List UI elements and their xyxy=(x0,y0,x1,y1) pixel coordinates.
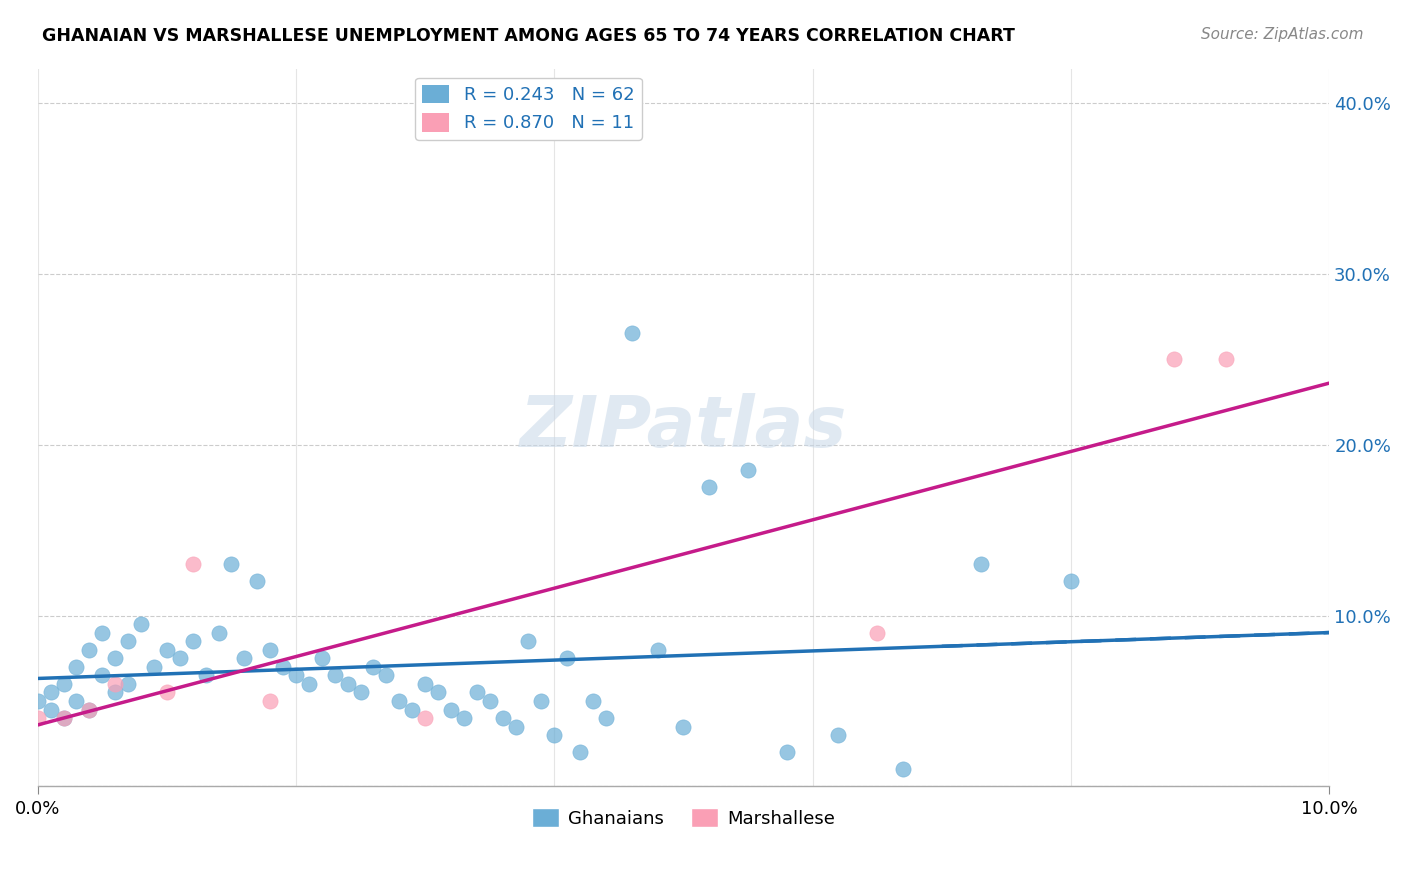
Point xyxy=(1215,352,1237,367)
Point xyxy=(697,480,720,494)
Point xyxy=(79,702,101,716)
Point xyxy=(620,326,643,341)
Point xyxy=(401,702,423,716)
Point xyxy=(65,660,87,674)
Point xyxy=(1163,352,1185,367)
Point xyxy=(866,625,889,640)
Point xyxy=(91,625,114,640)
Point xyxy=(27,694,49,708)
Point xyxy=(298,677,321,691)
Point xyxy=(1060,574,1083,589)
Point xyxy=(259,694,281,708)
Point xyxy=(827,728,849,742)
Point xyxy=(453,711,475,725)
Point xyxy=(363,660,385,674)
Point xyxy=(492,711,515,725)
Point xyxy=(413,677,436,691)
Point xyxy=(349,685,371,699)
Point xyxy=(323,668,346,682)
Point xyxy=(91,668,114,682)
Point xyxy=(27,711,49,725)
Point xyxy=(52,711,75,725)
Point xyxy=(530,694,553,708)
Point xyxy=(647,642,669,657)
Point xyxy=(375,668,398,682)
Point xyxy=(555,651,578,665)
Point xyxy=(117,634,139,648)
Point xyxy=(595,711,617,725)
Point xyxy=(117,677,139,691)
Point xyxy=(440,702,463,716)
Point xyxy=(336,677,359,691)
Point xyxy=(52,677,75,691)
Point xyxy=(207,625,229,640)
Point xyxy=(104,651,127,665)
Point xyxy=(582,694,605,708)
Point xyxy=(156,642,179,657)
Point xyxy=(194,668,217,682)
Text: Source: ZipAtlas.com: Source: ZipAtlas.com xyxy=(1201,27,1364,42)
Point xyxy=(181,634,204,648)
Point xyxy=(465,685,488,699)
Point xyxy=(65,694,87,708)
Point xyxy=(271,660,294,674)
Point xyxy=(569,745,592,759)
Point xyxy=(142,660,165,674)
Point xyxy=(169,651,191,665)
Text: GHANAIAN VS MARSHALLESE UNEMPLOYMENT AMONG AGES 65 TO 74 YEARS CORRELATION CHART: GHANAIAN VS MARSHALLESE UNEMPLOYMENT AMO… xyxy=(42,27,1015,45)
Point xyxy=(427,685,450,699)
Point xyxy=(311,651,333,665)
Point xyxy=(259,642,281,657)
Point xyxy=(52,711,75,725)
Point xyxy=(413,711,436,725)
Point xyxy=(79,642,101,657)
Point xyxy=(285,668,308,682)
Point xyxy=(129,617,152,632)
Point xyxy=(891,763,914,777)
Point xyxy=(39,685,62,699)
Point xyxy=(478,694,501,708)
Point xyxy=(969,558,991,572)
Point xyxy=(181,558,204,572)
Point xyxy=(156,685,179,699)
Point xyxy=(104,685,127,699)
Point xyxy=(246,574,269,589)
Point xyxy=(39,702,62,716)
Point xyxy=(388,694,411,708)
Point xyxy=(543,728,565,742)
Point xyxy=(79,702,101,716)
Text: ZIPatlas: ZIPatlas xyxy=(520,393,848,462)
Point xyxy=(104,677,127,691)
Point xyxy=(672,720,695,734)
Point xyxy=(221,558,243,572)
Point xyxy=(517,634,540,648)
Point xyxy=(233,651,256,665)
Point xyxy=(776,745,799,759)
Point xyxy=(737,463,759,477)
Point xyxy=(505,720,527,734)
Legend: Ghanaians, Marshallese: Ghanaians, Marshallese xyxy=(524,801,842,835)
